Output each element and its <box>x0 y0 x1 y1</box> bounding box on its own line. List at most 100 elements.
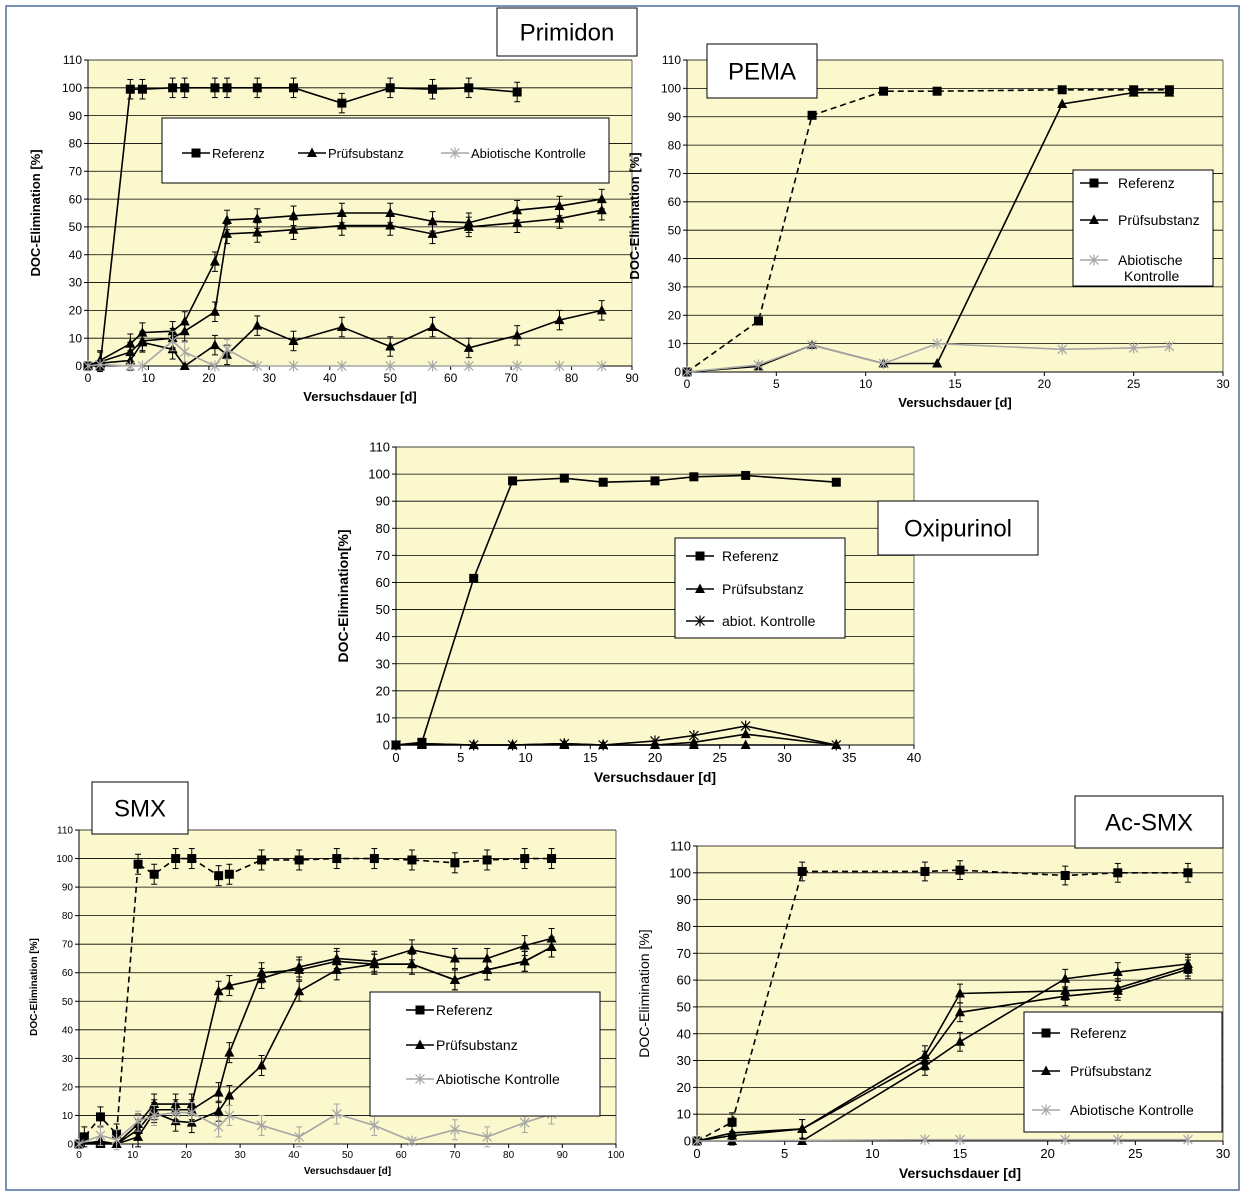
data-point <box>554 360 565 372</box>
legend-label: Prüfsubstanz <box>436 1037 518 1053</box>
y-tick-label: 50 <box>668 223 682 237</box>
data-point <box>463 221 474 231</box>
y-tick-label: 80 <box>677 919 691 934</box>
y-tick-label: 80 <box>62 911 74 922</box>
data-point <box>1112 985 1123 995</box>
data-point <box>406 958 417 969</box>
data-point <box>1128 87 1139 97</box>
data-point <box>468 739 479 751</box>
y-tick-label: 0 <box>674 365 681 379</box>
data-point <box>256 967 267 977</box>
data-point <box>95 359 106 371</box>
data-point <box>955 988 965 998</box>
data-point <box>224 1047 235 1057</box>
x-tick-label: 30 <box>777 750 791 765</box>
data-point <box>920 866 930 876</box>
legend-label: Prüfsubstanz <box>1070 1063 1152 1079</box>
data-point <box>331 964 342 974</box>
y-tick-label: 20 <box>69 304 83 318</box>
y-tick-label: 100 <box>661 82 681 96</box>
x-tick-label: 50 <box>384 371 398 385</box>
x-tick-label: 70 <box>449 1150 461 1161</box>
x-tick-label: 5 <box>773 377 780 391</box>
y-tick-label: 100 <box>669 865 691 880</box>
data-point <box>428 84 438 94</box>
data-point <box>559 738 570 750</box>
data-point <box>427 321 438 332</box>
data-point <box>932 357 943 368</box>
x-tick-label: 90 <box>557 1150 569 1161</box>
y-tick-label: 40 <box>668 252 682 266</box>
data-point <box>257 855 267 865</box>
legend-marker <box>1041 1104 1051 1116</box>
data-point <box>1182 958 1193 968</box>
data-point <box>955 1006 965 1017</box>
data-point <box>546 941 557 952</box>
chart-title-box <box>1074 795 1224 849</box>
data-point <box>179 346 190 358</box>
series-line <box>696 968 1189 1142</box>
data-point <box>288 360 299 372</box>
y-tick-label: 70 <box>376 548 390 563</box>
data-point <box>149 1109 160 1121</box>
data-point <box>416 738 427 750</box>
data-point <box>554 200 565 211</box>
x-tick-label: 20 <box>202 371 216 385</box>
y-tick-label: 100 <box>368 467 390 482</box>
data-point <box>79 1132 89 1142</box>
data-point <box>256 1119 267 1131</box>
data-point <box>464 83 474 93</box>
x-tick-label: 0 <box>85 371 92 385</box>
data-point <box>692 1135 702 1147</box>
data-point <box>1057 343 1068 355</box>
data-point <box>179 325 190 336</box>
y-tick-label: 50 <box>376 602 390 617</box>
data-point <box>740 739 751 749</box>
x-tick-label: 10 <box>859 377 873 391</box>
data-point <box>336 207 347 217</box>
data-point <box>171 854 181 864</box>
data-point <box>252 360 263 372</box>
data-point <box>214 871 224 881</box>
data-point <box>1112 1134 1123 1146</box>
data-point <box>831 477 841 487</box>
data-point <box>95 1112 105 1122</box>
y-axis-label: DOC-Elimination [%] <box>627 152 642 279</box>
data-point <box>252 213 263 223</box>
y-tick-label: 100 <box>56 854 73 865</box>
y-tick-label: 90 <box>69 109 83 123</box>
data-point <box>507 739 518 751</box>
x-tick-label: 90 <box>625 371 639 385</box>
data-point <box>878 357 889 369</box>
y-tick-label: 10 <box>668 337 682 351</box>
data-point <box>1057 98 1068 108</box>
data-point <box>740 720 751 732</box>
y-tick-label: 110 <box>57 826 73 837</box>
data-point <box>288 210 299 220</box>
data-point <box>179 360 190 370</box>
y-tick-label: 110 <box>63 53 82 67</box>
y-tick-label: 80 <box>376 521 390 536</box>
x-tick-label: 20 <box>181 1150 193 1161</box>
chart-title-box <box>496 7 638 57</box>
x-tick-label: 15 <box>583 750 597 765</box>
figure-border-rect <box>5 5 1240 1191</box>
legend-marker <box>415 1073 425 1085</box>
series-0 <box>83 77 522 371</box>
y-tick-label: 50 <box>62 997 74 1008</box>
data-point <box>427 228 438 238</box>
data-point <box>598 477 608 487</box>
y-tick-label: 70 <box>668 167 682 181</box>
data-point <box>427 215 438 226</box>
data-point <box>294 985 305 996</box>
y-tick-label: 10 <box>376 710 390 725</box>
y-axis-label: DOC-Elimination[%] <box>335 530 351 663</box>
data-point <box>1057 85 1067 95</box>
y-tick-label: 90 <box>668 110 682 124</box>
series-0 <box>74 848 557 1149</box>
legend-label: Referenz <box>1070 1025 1127 1041</box>
legend-box <box>1023 1011 1223 1133</box>
x-tick-label: 10 <box>142 371 156 385</box>
data-point <box>1060 990 1071 1001</box>
legend-label: Prüfsubstanz <box>328 146 404 161</box>
